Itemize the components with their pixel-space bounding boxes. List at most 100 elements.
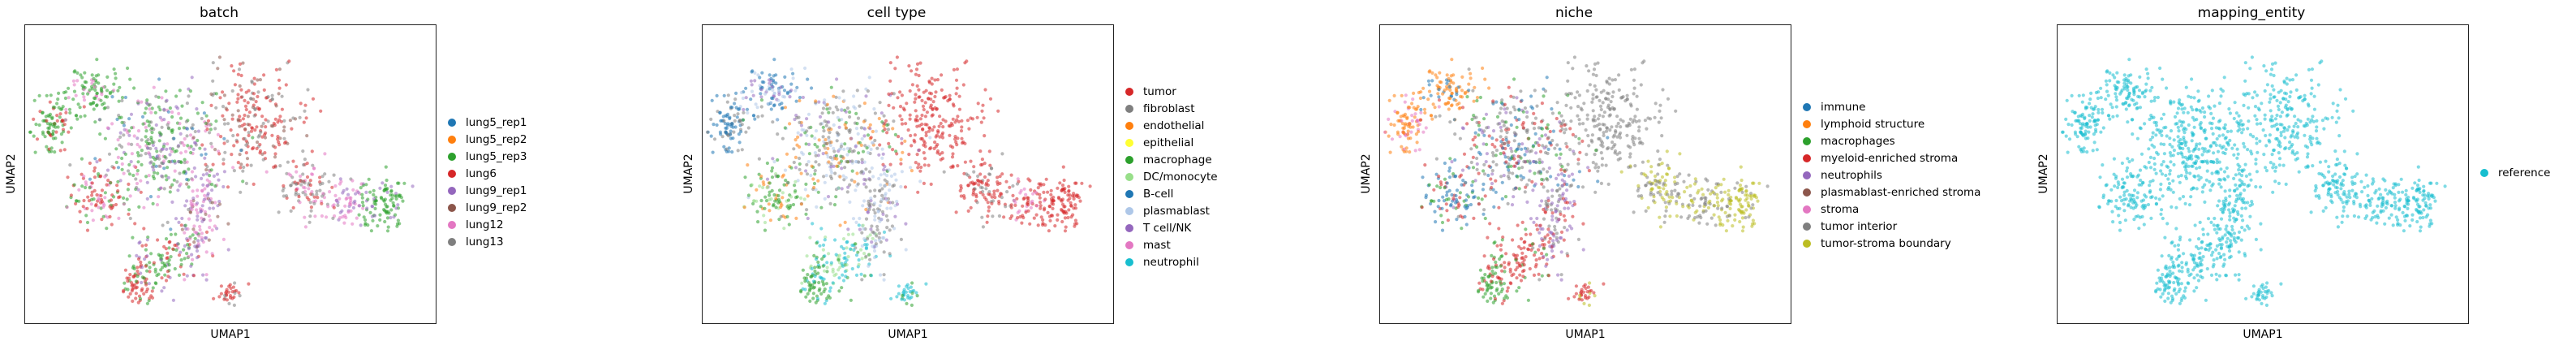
scatter-point (1437, 88, 1441, 92)
scatter-point (858, 227, 862, 231)
scatter-point (1500, 254, 1504, 258)
scatter-point (236, 119, 240, 123)
scatter-point (718, 130, 722, 134)
scatter-point (217, 202, 222, 206)
scatter-point (1514, 132, 1518, 136)
scatter-point (829, 261, 833, 265)
scatter-point (1537, 272, 1541, 276)
scatter-point (740, 123, 744, 127)
scatter-point (1447, 175, 1452, 179)
scatter-point (167, 159, 171, 164)
scatter-point (286, 160, 290, 164)
scatter-point (1423, 110, 1427, 115)
scatter-point (201, 183, 205, 187)
y-axis-label: UMAP2 (1360, 153, 1373, 194)
scatter-point (832, 146, 836, 150)
scatter-point (1565, 183, 1569, 187)
scatter-point (1546, 127, 1550, 131)
scatter-point (69, 193, 73, 197)
scatter-point (770, 169, 774, 173)
scatter-point (817, 162, 821, 166)
scatter-point (1542, 207, 1546, 212)
scatter-point (1047, 229, 1051, 233)
scatter-point (366, 197, 370, 201)
scatter-point (185, 177, 189, 182)
scatter-point (2333, 149, 2337, 153)
scatter-point (166, 123, 170, 127)
scatter-point (92, 175, 97, 179)
scatter-point (904, 122, 908, 126)
scatter-point (1568, 148, 1572, 152)
scatter-point (252, 114, 256, 118)
scatter-point (836, 115, 840, 119)
scatter-point (2143, 122, 2147, 126)
scatter-point (1584, 296, 1588, 300)
scatter-point (869, 136, 873, 140)
legend-label: macrophages (1821, 134, 1895, 148)
scatter-point (58, 149, 62, 153)
scatter-point (332, 205, 336, 210)
scatter-point (725, 126, 729, 130)
scatter-point (83, 114, 87, 118)
scatter-point (64, 107, 68, 112)
panel-batch: batch UMAP1 UMAP2 lung5_rep1 lung5_rep2 lu… (0, 0, 641, 350)
scatter-point (1588, 281, 1592, 285)
scatter-point (148, 261, 152, 265)
scatter-point (1566, 61, 1570, 65)
scatter-point (812, 253, 816, 257)
legend-item: lung13 (448, 233, 527, 250)
scatter-point (794, 196, 798, 200)
scatter-point (801, 268, 805, 272)
scatter-point (1493, 145, 1497, 149)
scatter-point (112, 67, 116, 71)
scatter-point (1563, 131, 1567, 135)
scatter-point (935, 78, 940, 82)
scatter-point (780, 203, 784, 207)
scatter-point (2215, 136, 2219, 141)
scatter-point (1428, 69, 1432, 73)
scatter-point (295, 165, 299, 169)
scatter-point (866, 210, 870, 214)
scatter-point (860, 231, 864, 235)
legend-marker (1125, 189, 1133, 198)
scatter-point (1495, 244, 1499, 248)
scatter-point (1530, 179, 1534, 184)
scatter-point (1738, 219, 1742, 224)
scatter-point (140, 287, 144, 291)
legend-marker (448, 220, 456, 229)
scatter-point (956, 115, 960, 119)
scatter-point (1525, 110, 1529, 115)
scatter-point (1751, 218, 1755, 223)
scatter-point (166, 251, 170, 255)
scatter-point (1740, 187, 1744, 191)
scatter-point (175, 242, 179, 246)
scatter-point (37, 123, 41, 127)
scatter-point (722, 119, 726, 123)
scatter-point (1030, 201, 1034, 205)
scatter-point (1542, 247, 1546, 251)
scatter-point (259, 130, 263, 134)
scatter-point (1520, 142, 1525, 146)
scatter-point (105, 89, 110, 93)
scatter-point (1443, 102, 1447, 106)
scatter-point (801, 152, 805, 156)
scatter-point (278, 115, 282, 119)
scatter-point (1673, 182, 1677, 186)
scatter-point (1681, 205, 1685, 209)
scatter-point (1509, 123, 1513, 127)
scatter-point (732, 130, 736, 134)
scatter-point (174, 217, 178, 221)
scatter-point (54, 125, 58, 129)
scatter-point (360, 192, 364, 197)
scatter-point (1545, 207, 1549, 211)
scatter-point (2394, 215, 2398, 219)
scatter-point (1413, 149, 1417, 153)
scatter-point (1514, 268, 1518, 272)
legend-item: lung5_rep1 (448, 114, 527, 131)
scatter-point (2152, 96, 2157, 100)
scatter-point (182, 171, 186, 175)
scatter-point (389, 193, 393, 197)
scatter-point (1576, 184, 1580, 189)
scatter-point (1448, 157, 1452, 161)
scatter-point (211, 206, 215, 210)
